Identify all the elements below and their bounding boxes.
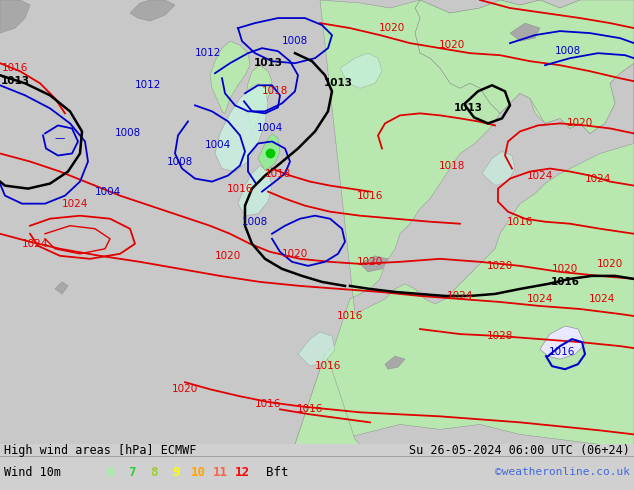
Text: 1012: 1012 — [195, 48, 221, 58]
Text: 1020: 1020 — [567, 119, 593, 128]
Polygon shape — [130, 0, 175, 21]
Polygon shape — [510, 23, 540, 41]
Text: 1016: 1016 — [315, 361, 341, 371]
Text: 6: 6 — [107, 466, 113, 479]
Text: 1008: 1008 — [167, 156, 193, 167]
Text: 1012: 1012 — [135, 80, 161, 90]
Polygon shape — [0, 0, 30, 33]
Text: 1020: 1020 — [552, 264, 578, 274]
Text: Wind 10m: Wind 10m — [4, 466, 61, 479]
Text: 1004: 1004 — [95, 187, 121, 196]
Text: —: — — [55, 133, 65, 144]
Text: 1024: 1024 — [22, 239, 48, 249]
Text: 1020: 1020 — [357, 257, 383, 267]
Text: 1020: 1020 — [597, 259, 623, 269]
Text: 1004: 1004 — [257, 123, 283, 133]
Text: 1020: 1020 — [282, 249, 308, 259]
Polygon shape — [238, 166, 272, 216]
Text: 1016: 1016 — [337, 311, 363, 321]
Text: 1018: 1018 — [265, 169, 291, 178]
Text: 1008: 1008 — [115, 128, 141, 139]
Text: 1016: 1016 — [227, 184, 253, 194]
Text: 1020: 1020 — [379, 23, 405, 33]
Polygon shape — [215, 83, 268, 172]
Text: 1013: 1013 — [254, 58, 283, 68]
Text: 1024: 1024 — [585, 173, 611, 184]
Text: 1013: 1013 — [1, 76, 30, 86]
Text: 1016: 1016 — [297, 404, 323, 415]
Polygon shape — [482, 151, 515, 186]
Text: 1013: 1013 — [453, 103, 482, 113]
Polygon shape — [340, 53, 382, 88]
Text: 1020: 1020 — [439, 40, 465, 50]
Text: 9: 9 — [172, 466, 180, 479]
Text: 1024: 1024 — [447, 291, 473, 301]
Text: 1016: 1016 — [549, 347, 575, 357]
Text: 1020: 1020 — [215, 251, 241, 261]
Polygon shape — [258, 133, 280, 171]
Text: 1024: 1024 — [527, 171, 553, 180]
Text: 1016: 1016 — [357, 191, 383, 200]
Text: Bft: Bft — [266, 466, 288, 479]
Text: 1020: 1020 — [487, 261, 513, 271]
Text: 1018: 1018 — [439, 161, 465, 171]
Text: 1008: 1008 — [555, 46, 581, 56]
Polygon shape — [298, 332, 335, 366]
Polygon shape — [295, 0, 634, 444]
Text: 1018: 1018 — [262, 86, 288, 97]
Text: ©weatheronline.co.uk: ©weatheronline.co.uk — [495, 467, 630, 477]
Polygon shape — [295, 354, 360, 444]
Text: High wind areas [hPa] ECMWF: High wind areas [hPa] ECMWF — [4, 444, 197, 457]
Text: 1008: 1008 — [282, 36, 308, 46]
Text: 1020: 1020 — [172, 384, 198, 394]
Polygon shape — [415, 0, 634, 144]
Polygon shape — [55, 282, 68, 294]
Text: 1008: 1008 — [242, 217, 268, 227]
Text: 1024: 1024 — [589, 294, 615, 304]
Polygon shape — [246, 65, 272, 133]
Polygon shape — [360, 256, 388, 272]
Text: 1016: 1016 — [2, 63, 28, 73]
Polygon shape — [385, 356, 405, 369]
Text: Su 26-05-2024 06:00 UTC (06+24): Su 26-05-2024 06:00 UTC (06+24) — [409, 444, 630, 457]
Text: 1004: 1004 — [205, 141, 231, 150]
Polygon shape — [415, 0, 634, 133]
Text: 1016: 1016 — [255, 399, 281, 409]
Text: 8: 8 — [150, 466, 158, 479]
Polygon shape — [540, 326, 585, 359]
Text: 11: 11 — [212, 466, 228, 479]
Polygon shape — [540, 326, 585, 359]
Text: 12: 12 — [235, 466, 250, 479]
Polygon shape — [210, 41, 250, 113]
Text: 1016: 1016 — [550, 277, 579, 287]
Text: 1028: 1028 — [487, 331, 513, 341]
Text: 7: 7 — [128, 466, 136, 479]
Text: 1024: 1024 — [527, 294, 553, 304]
Text: 1013: 1013 — [323, 78, 353, 88]
Text: 10: 10 — [190, 466, 205, 479]
Text: 1024: 1024 — [61, 198, 88, 209]
Text: 1016: 1016 — [507, 217, 533, 227]
